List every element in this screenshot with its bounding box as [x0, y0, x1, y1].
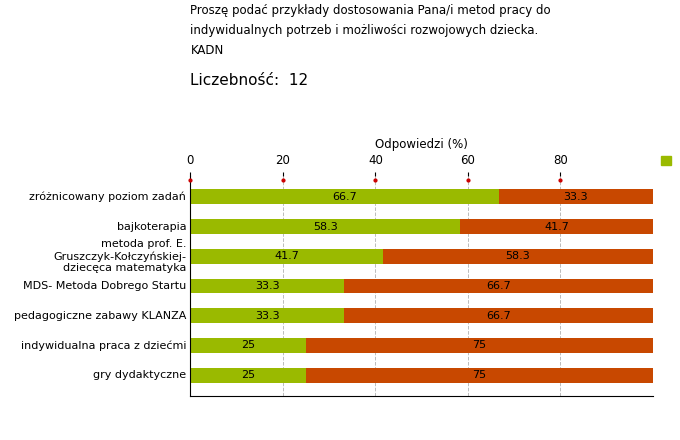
- Text: indywidualnych potrzeb i możliwości rozwojowych dziecka.: indywidualnych potrzeb i możliwości rozw…: [190, 24, 539, 37]
- Bar: [190, 279, 344, 293]
- Bar: [190, 368, 306, 383]
- Text: 58.3: 58.3: [313, 222, 337, 231]
- Bar: [344, 279, 653, 293]
- Text: KADN: KADN: [190, 44, 224, 57]
- Text: 33.3: 33.3: [255, 311, 279, 321]
- Text: 66.7: 66.7: [486, 311, 511, 321]
- Bar: [306, 368, 653, 383]
- X-axis label: Odpowiedzi (%): Odpowiedzi (%): [375, 139, 468, 151]
- Text: 25: 25: [241, 370, 255, 380]
- Text: 75: 75: [473, 341, 486, 350]
- Bar: [190, 249, 384, 264]
- Bar: [190, 189, 499, 204]
- Bar: [344, 308, 653, 323]
- Text: 58.3: 58.3: [506, 251, 530, 261]
- Bar: [190, 219, 460, 234]
- Bar: [499, 189, 653, 204]
- Text: 25: 25: [241, 341, 255, 350]
- Text: 66.7: 66.7: [333, 192, 357, 202]
- Bar: [384, 249, 653, 264]
- Text: Liczebność:  12: Liczebność: 12: [190, 73, 309, 88]
- Text: 66.7: 66.7: [486, 281, 511, 291]
- Bar: [460, 219, 653, 234]
- Text: 41.7: 41.7: [274, 251, 299, 261]
- Text: Proszę podać przykłady dostosowania Pana/i metod pracy do: Proszę podać przykłady dostosowania Pana…: [190, 4, 551, 18]
- Text: 41.7: 41.7: [544, 222, 569, 231]
- Text: 75: 75: [473, 370, 486, 380]
- Legend: Tak: Tak: [659, 152, 680, 170]
- Text: 33.3: 33.3: [255, 281, 279, 291]
- Bar: [190, 338, 306, 353]
- Bar: [306, 338, 653, 353]
- Bar: [190, 308, 344, 323]
- Text: 33.3: 33.3: [564, 192, 588, 202]
